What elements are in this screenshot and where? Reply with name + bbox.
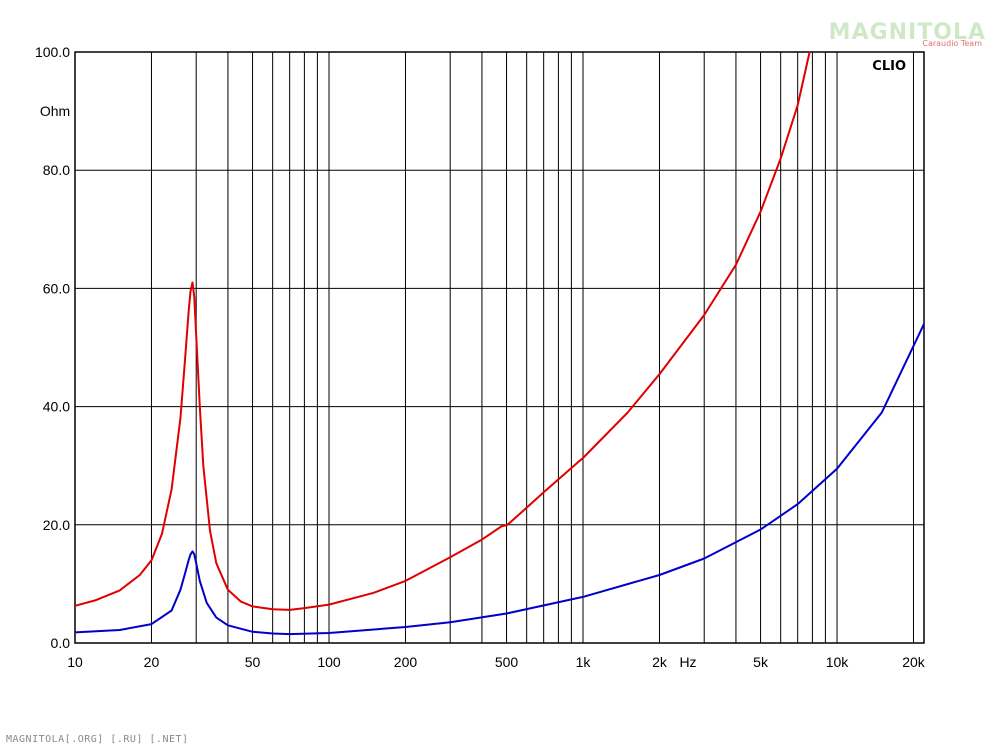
x-tick-label: 20	[144, 654, 160, 670]
y-tick-labels: 0.0 20.0 40.0 60.0 80.0 100.0	[35, 44, 70, 651]
x-tick-label: 100	[317, 654, 341, 670]
x-tick-label: 20k	[902, 654, 926, 670]
plot-area	[75, 52, 924, 643]
series-line-red	[74, 51, 811, 611]
clio-brand-label: CLIO	[872, 59, 906, 74]
x-tick-label: 10	[67, 654, 83, 670]
series-layer	[74, 51, 925, 636]
series-line-blue	[74, 323, 925, 636]
horizontal-gridlines	[75, 169, 924, 526]
x-axis-unit-label: Hz	[679, 654, 696, 670]
plot-frame	[74, 51, 925, 644]
x-tick-label: 1k	[576, 654, 592, 670]
footer-watermark: MAGNITOLA[.ORG] [.RU] [.NET]	[6, 734, 189, 745]
x-tick-label: 50	[245, 654, 261, 670]
x-tick-label: 10k	[826, 654, 850, 670]
magnitola-logo-watermark: MAGNITOLA	[828, 20, 986, 45]
y-axis-unit-label: Ohm	[40, 103, 70, 119]
y-tick-label: 100.0	[35, 44, 70, 60]
y-tick-label: 80.0	[43, 162, 70, 178]
x-tick-label: 200	[394, 654, 418, 670]
x-tick-label: 500	[495, 654, 519, 670]
x-tick-labels: 10 20 50 100 200 500 1k 2k 5k 10k 20k	[67, 654, 926, 670]
x-tick-label: 5k	[753, 654, 769, 670]
y-tick-label: 40.0	[43, 399, 70, 415]
y-tick-label: 60.0	[43, 280, 70, 296]
vertical-gridlines	[150, 52, 914, 643]
y-tick-label: 20.0	[43, 517, 70, 533]
logo-tagline: Caraudio Team	[922, 39, 982, 48]
x-tick-label: 2k	[652, 654, 668, 670]
y-tick-label: 0.0	[51, 635, 71, 651]
